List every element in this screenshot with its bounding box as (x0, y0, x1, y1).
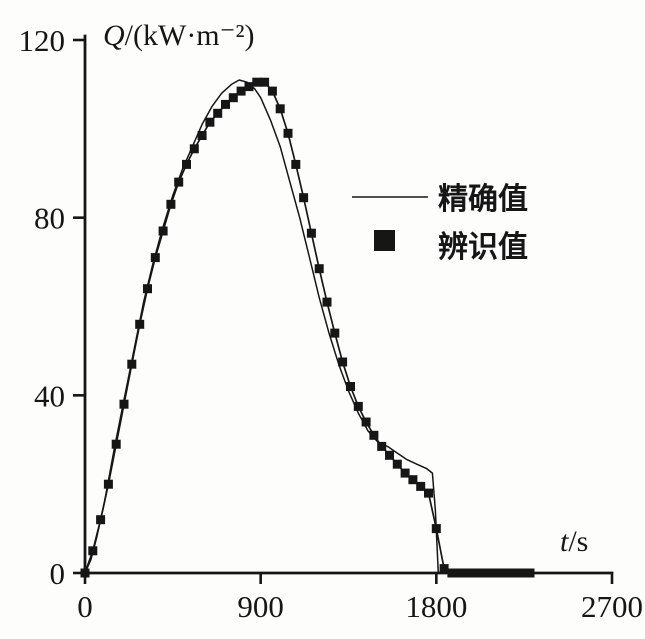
y-tick-label: 40 (34, 378, 65, 413)
x-axis-title: t/s (560, 525, 588, 558)
square-marker (260, 77, 270, 87)
square-marker (127, 359, 137, 369)
axes-line (83, 34, 614, 575)
square-marker (135, 319, 145, 329)
square-marker (174, 177, 184, 187)
square-marker (182, 159, 191, 169)
legend-square-sample (374, 230, 395, 251)
square-marker (369, 430, 379, 440)
y-axis-title: Q/(kW·m⁻²) (103, 19, 254, 52)
square-marker (96, 515, 106, 525)
square-marker (353, 401, 363, 411)
square-marker (221, 99, 230, 109)
square-marker (322, 297, 332, 307)
square-marker (330, 328, 340, 338)
square-marker (424, 488, 433, 498)
square-marker (80, 568, 90, 578)
square-marker (494, 568, 504, 578)
square-marker (158, 226, 168, 236)
x-tick-label: 900 (237, 589, 284, 624)
square-marker (267, 86, 277, 96)
square-marker (377, 441, 387, 451)
square-marker (166, 199, 176, 209)
x-tick-label: 1800 (405, 589, 467, 624)
square-marker (385, 450, 394, 460)
square-marker (447, 568, 457, 578)
square-marker (478, 568, 488, 578)
square-marker (306, 228, 316, 238)
square-marker (252, 77, 262, 87)
square-marker (205, 117, 215, 127)
square-marker (509, 568, 519, 578)
square-marker (455, 568, 465, 578)
series-identified-line (84, 81, 530, 574)
square-marker (275, 104, 285, 114)
square-marker (150, 253, 160, 263)
square-marker (338, 357, 348, 367)
square-marker (119, 399, 129, 409)
square-marker (486, 568, 496, 578)
square-marker (291, 159, 301, 169)
square-marker (502, 568, 512, 578)
square-marker (525, 568, 535, 578)
square-marker (470, 568, 480, 578)
square-marker (431, 524, 441, 534)
y-tick-label: 0 (50, 556, 66, 591)
square-marker (408, 475, 418, 485)
square-marker (197, 131, 207, 140)
square-marker (400, 468, 410, 478)
y-tick-label: 80 (34, 201, 65, 236)
square-marker (517, 568, 527, 578)
square-marker (392, 459, 402, 469)
square-marker (228, 93, 238, 103)
square-marker (314, 264, 324, 274)
square-marker (439, 564, 449, 574)
legend-label-exact: 精确值 (438, 182, 528, 217)
square-marker (361, 417, 371, 427)
y-tick-label: 120 (19, 23, 66, 58)
square-marker (236, 86, 246, 96)
square-marker (111, 439, 121, 449)
square-marker (244, 82, 254, 92)
square-marker (346, 382, 355, 391)
square-marker (88, 546, 98, 556)
legend-label-identified: 辨识值 (438, 230, 528, 265)
square-marker (189, 144, 199, 154)
x-tick-label: 0 (77, 589, 93, 624)
square-marker (143, 284, 152, 294)
square-marker (463, 568, 473, 578)
square-marker (416, 481, 426, 491)
series-identified-markers (80, 77, 535, 578)
square-marker (213, 108, 223, 118)
x-tick-label: 2700 (581, 589, 643, 624)
square-marker (103, 479, 113, 489)
square-marker (299, 193, 309, 203)
square-marker (283, 128, 293, 138)
